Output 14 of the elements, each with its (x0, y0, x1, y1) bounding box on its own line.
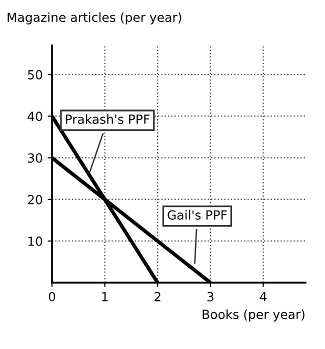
y-tick-label: 10 (28, 236, 42, 246)
annotation: Gail's PPF (168, 210, 227, 220)
y-tick-label: 30 (28, 153, 42, 163)
x-tick-label: 1 (102, 292, 108, 302)
annotation: Prakash's PPF (66, 114, 150, 124)
x-tick-label: 4 (260, 292, 267, 302)
x-tick-label: 3 (207, 292, 214, 302)
x-tick-label: 2 (154, 292, 160, 302)
x-axis-title: Books (per year) (202, 309, 304, 322)
y-axis-title: Magazine articles (per year) (8, 12, 182, 24)
x-tick-label: 0 (48, 292, 56, 302)
y-tick-label: 50 (28, 70, 42, 80)
y-tick-label: 20 (28, 194, 42, 204)
y-tick-label: 40 (28, 112, 42, 122)
